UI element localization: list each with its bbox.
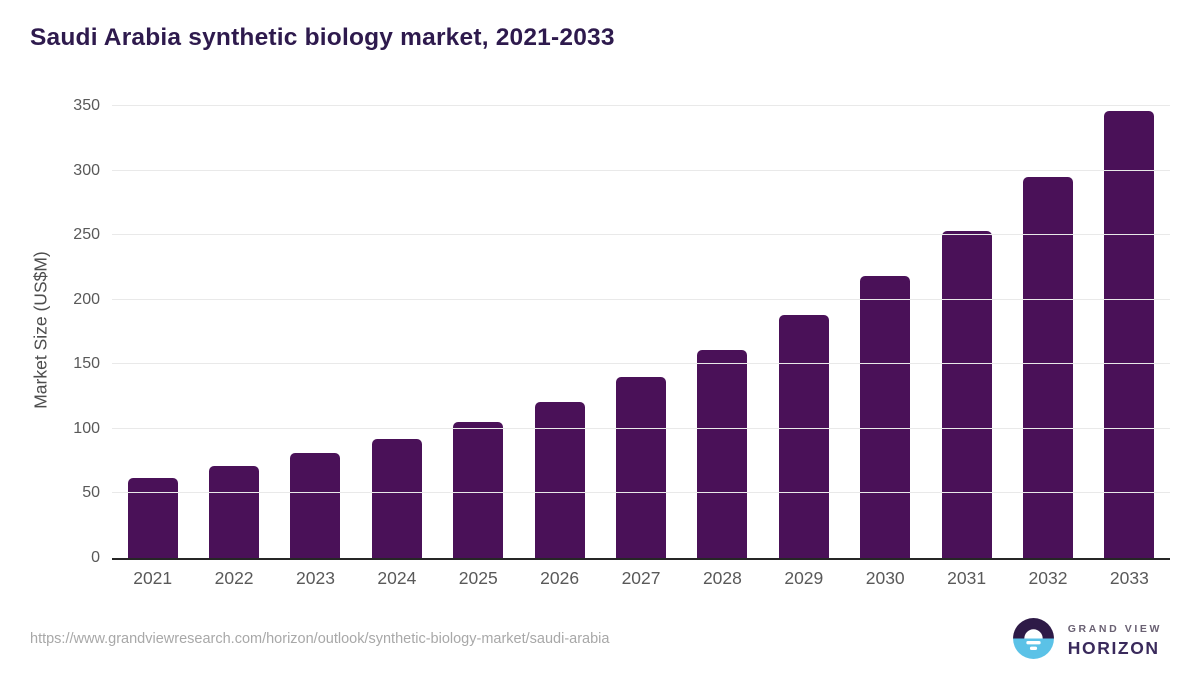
bar-band [600, 106, 681, 558]
bar-2022 [209, 466, 260, 558]
horizon-logo-icon [1011, 616, 1056, 666]
y-tick-label: 0 [91, 549, 100, 566]
bar-2024 [371, 439, 422, 558]
bar-2028 [697, 350, 748, 558]
bar-band [1007, 106, 1088, 558]
bar-band [763, 106, 844, 558]
chart-title: Saudi Arabia synthetic biology market, 2… [30, 24, 615, 51]
bar-2025 [453, 422, 504, 558]
bar-band [519, 106, 600, 558]
gridline [112, 363, 1170, 365]
x-tick-label: 2033 [1109, 568, 1149, 588]
x-tick-label: 2030 [865, 568, 905, 588]
y-axis-tick-labels: 0 50 100 150 200 250 300 350 [30, 97, 100, 566]
x-axis-tick-labels: 2021 2022 2023 2024 2025 2026 2027 2028 2029 2030… [112, 568, 1170, 589]
y-tick-label: 150 [73, 355, 100, 373]
x-tick-label: 2032 [1028, 568, 1068, 588]
bars-row [112, 106, 1170, 558]
bar-band [275, 106, 356, 558]
x-tick-label: 2022 [214, 568, 254, 588]
bar-band [926, 106, 1007, 558]
x-tick-label: 2026 [540, 568, 580, 588]
bar-2031 [941, 231, 992, 558]
brand-name-bottom: HORIZON [1067, 638, 1160, 658]
x-tick-label: 2023 [296, 568, 335, 588]
gridline [112, 234, 1170, 236]
gridline [112, 298, 1170, 300]
y-tick-label: 300 [73, 161, 100, 179]
gridline [112, 105, 1170, 106]
x-tick-label: 2025 [458, 568, 498, 588]
bar-2029 [778, 315, 829, 558]
y-tick-label: 200 [73, 290, 100, 308]
bar-band [1089, 106, 1170, 558]
bar-band [356, 106, 437, 558]
x-tick-label: 2028 [702, 568, 742, 588]
bar-2023 [290, 453, 341, 558]
gridline [112, 427, 1170, 429]
bar-2032 [1022, 177, 1073, 558]
x-tick-label: 2024 [377, 568, 417, 588]
x-tick-label: 2027 [621, 568, 661, 588]
y-tick-label: 350 [73, 97, 100, 114]
bar-band [845, 106, 926, 558]
gridline [112, 492, 1170, 494]
brand-name-top: GRAND VIEW [1067, 623, 1162, 635]
bar-2027 [616, 377, 667, 558]
gridline [112, 169, 1170, 171]
plot-area [112, 105, 1170, 560]
bar-band [682, 106, 763, 558]
x-tick-label: 2021 [133, 568, 173, 588]
bar-2030 [860, 276, 911, 558]
brand-logo: GRAND VIEW HORIZON [1011, 616, 1162, 666]
bar-band [438, 106, 519, 558]
brand-name: GRAND VIEW HORIZON [1068, 623, 1162, 659]
y-tick-label: 100 [73, 419, 100, 437]
x-tick-label: 2029 [784, 568, 824, 588]
x-tick-label: 2031 [947, 568, 987, 588]
bar-2021 [127, 477, 178, 558]
y-tick-label: 50 [82, 484, 100, 502]
bar-2033 [1104, 111, 1155, 558]
y-tick-label: 250 [73, 226, 100, 244]
source-url: https://www.grandviewresearch.com/horizo… [30, 631, 610, 647]
bar-band [193, 106, 274, 558]
bar-2026 [534, 401, 585, 558]
bar-band [112, 106, 193, 558]
